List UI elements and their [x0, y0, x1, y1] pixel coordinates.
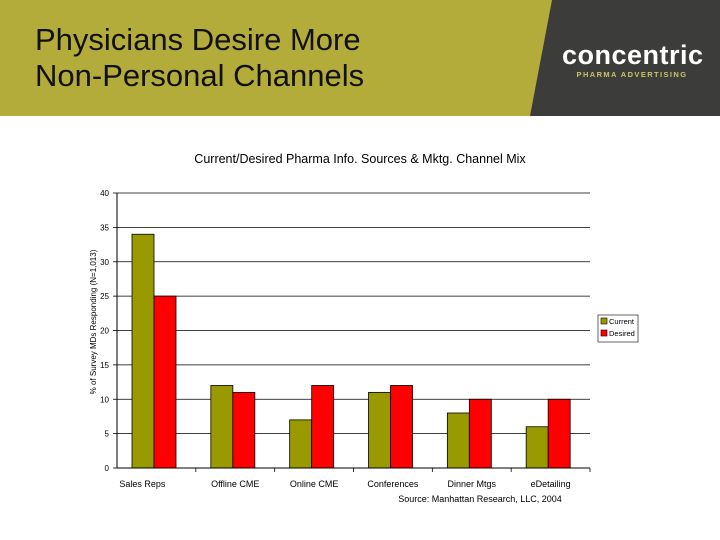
bar-desired-dinner-mtgs [468, 398, 492, 469]
bar-chart: Current/Desired Pharma Info. Sources & M… [89, 152, 639, 489]
y-axis-label: % of Survey MDs Responding (N=1,013) [89, 249, 98, 394]
source-note: Source: Manhattan Research, LLC, 2004 [398, 494, 562, 504]
chart-title: Current/Desired Pharma Info. Sources & M… [194, 152, 526, 166]
y-tick-label: 40 [100, 189, 109, 198]
bar-desired-online-cme [311, 385, 335, 469]
axes [113, 192, 591, 472]
x-tick-label: Offline CME [211, 479, 259, 489]
x-tick-label: Online CME [290, 479, 339, 489]
x-tick-label: eDetailing [531, 479, 571, 489]
bar-desired-edetailing [547, 398, 571, 469]
slide-title-line-2: Non-Personal Channels [35, 58, 365, 93]
header-band: Physicians Desire More Non-Personal Chan… [0, 0, 720, 116]
x-tick-labels: Sales Reps Offline CME Online CME Conferenc… [119, 479, 570, 489]
y-tick-label: 20 [100, 327, 109, 336]
logo-word: concentric [562, 40, 704, 70]
bar-current-offline-cme [210, 385, 234, 469]
legend-label-current: Current [609, 317, 635, 326]
slide-title: Physicians Desire More Non-Personal Chan… [35, 22, 495, 94]
bars [131, 233, 571, 469]
logo-tagline: PHARMA ADVERTISING [576, 70, 688, 79]
grid-lines [117, 192, 590, 435]
y-tick-label: 35 [100, 223, 109, 232]
bar-current-edetailing [525, 426, 549, 469]
bar-current-sales-reps [131, 233, 155, 469]
bar-desired-sales-reps [153, 295, 177, 469]
y-tick-label: 25 [100, 292, 109, 301]
y-tick-label: 15 [100, 361, 109, 370]
y-tick-label: 0 [105, 464, 110, 473]
y-tick-label: 5 [105, 430, 110, 439]
x-tick-label: Dinner Mtgs [447, 479, 496, 489]
x-tick-label: Conferences [367, 479, 419, 489]
y-tick-label: 30 [100, 258, 109, 267]
logo-background [530, 0, 720, 116]
concentric-logo: concentric PHARMA ADVERTISING [530, 0, 720, 116]
legend-swatch-desired [600, 329, 608, 337]
legend-swatch-current [600, 317, 608, 325]
logo-shape [530, 0, 720, 116]
bar-current-dinner-mtgs [446, 412, 470, 469]
legend: Current Desired [597, 314, 639, 343]
bar-current-online-cme [289, 419, 313, 469]
legend-label-desired: Desired [609, 329, 635, 338]
bar-desired-offline-cme [232, 391, 256, 469]
y-tick-labels: 0 5 10 15 20 25 30 35 40 [100, 189, 109, 473]
x-tick-label: Sales Reps [119, 479, 166, 489]
bar-current-conferences [368, 391, 391, 469]
slide-title-line-1: Physicians Desire More [35, 22, 361, 57]
y-tick-label: 10 [100, 395, 109, 404]
bar-desired-conferences [390, 385, 413, 469]
